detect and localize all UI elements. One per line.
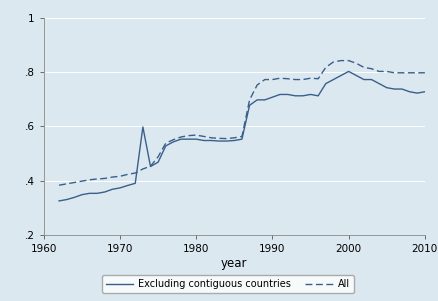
- Legend: Excluding contiguous countries, All: Excluding contiguous countries, All: [102, 275, 353, 293]
- X-axis label: year: year: [221, 256, 247, 270]
